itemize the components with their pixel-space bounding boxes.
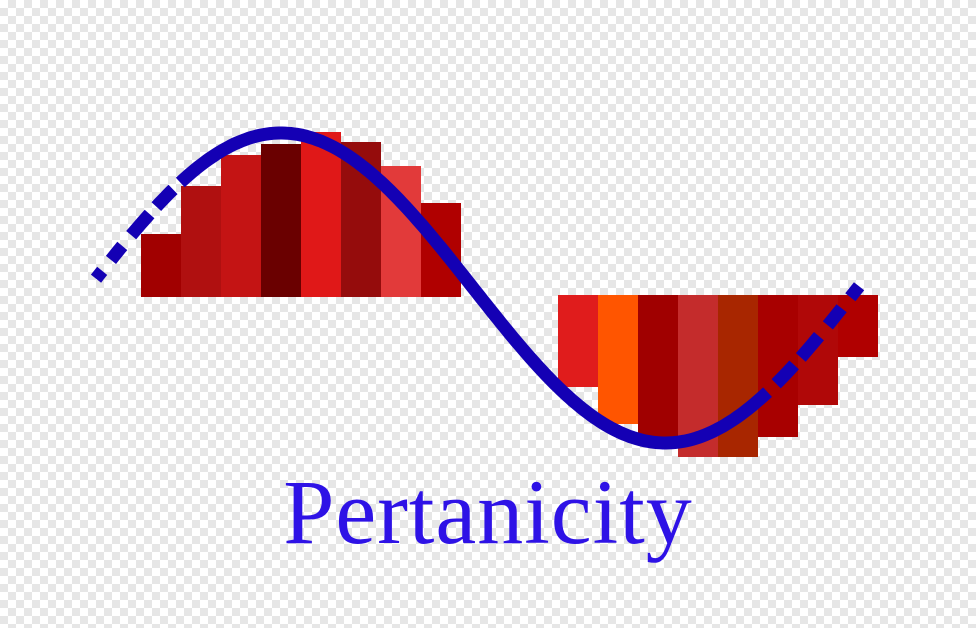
brand-wordmark: Pertanicity: [283, 461, 693, 563]
sine-wave: [90, 126, 870, 450]
upper-bar: [181, 186, 221, 297]
lower-bar: [598, 295, 638, 424]
lower-bar: [558, 295, 598, 387]
upper-bar: [141, 234, 181, 297]
lower-bar: [838, 295, 878, 357]
lower-bar: [638, 295, 678, 440]
upper-bars: [141, 132, 461, 297]
upper-bar: [221, 155, 261, 297]
lower-bars: [558, 295, 878, 457]
upper-bar: [261, 144, 301, 297]
upper-bar: [301, 132, 341, 297]
